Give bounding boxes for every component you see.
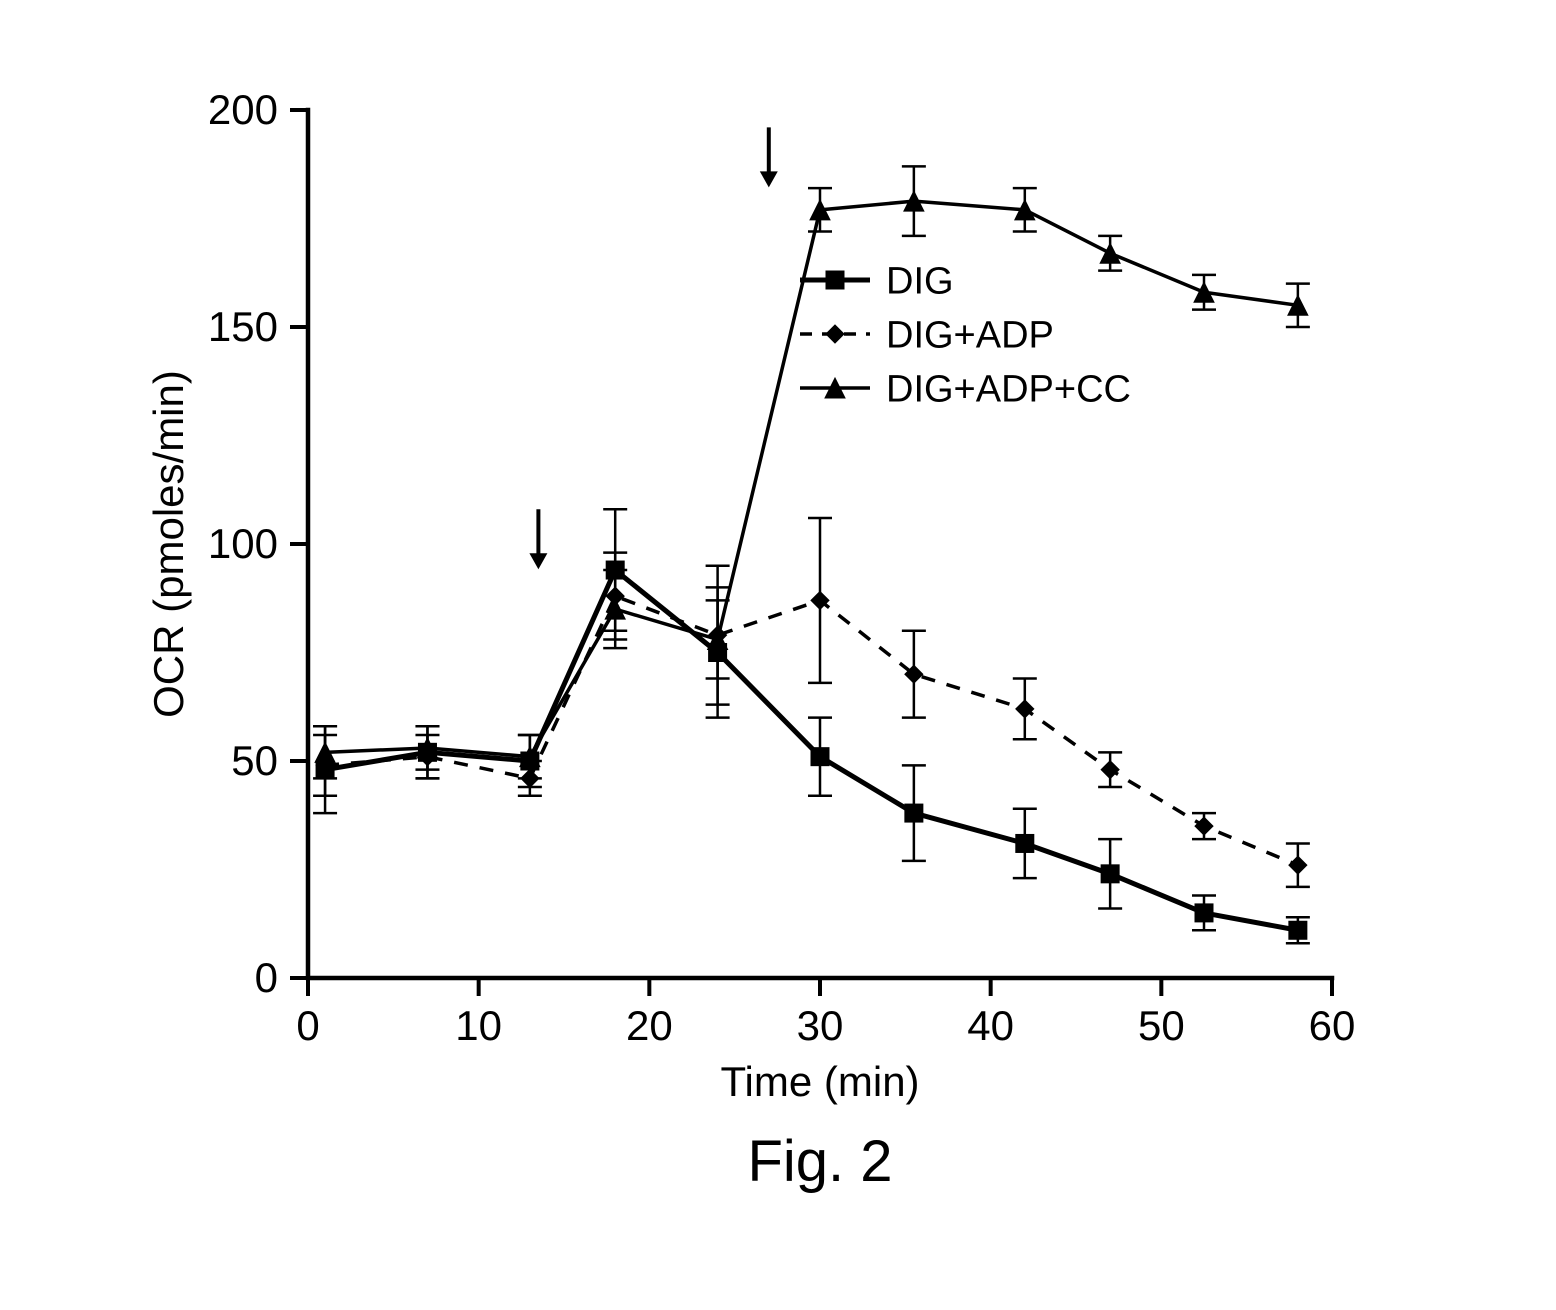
svg-text:30: 30 bbox=[797, 1002, 844, 1049]
svg-text:DIG+ADP+CC: DIG+ADP+CC bbox=[886, 368, 1131, 410]
svg-text:100: 100 bbox=[208, 520, 278, 567]
svg-text:20: 20 bbox=[626, 1002, 673, 1049]
svg-text:OCR (pmoles/min): OCR (pmoles/min) bbox=[145, 370, 192, 718]
svg-text:0: 0 bbox=[296, 1002, 319, 1049]
svg-text:50: 50 bbox=[1138, 1002, 1185, 1049]
svg-text:DIG: DIG bbox=[886, 260, 954, 302]
svg-text:Fig. 2: Fig. 2 bbox=[747, 1129, 892, 1194]
svg-text:150: 150 bbox=[208, 303, 278, 350]
svg-text:DIG+ADP: DIG+ADP bbox=[886, 314, 1054, 356]
svg-text:50: 50 bbox=[231, 737, 278, 784]
svg-text:40: 40 bbox=[967, 1002, 1014, 1049]
svg-text:200: 200 bbox=[208, 86, 278, 133]
chart-svg: 0 10 20 30 40 50 60 0 50 100 150 200 Time (min) OCR (… bbox=[0, 0, 1556, 1310]
svg-text:10: 10 bbox=[455, 1002, 502, 1049]
figure-container: 0 10 20 30 40 50 60 0 50 100 150 200 Time (min) OCR (… bbox=[0, 0, 1556, 1310]
svg-text:60: 60 bbox=[1309, 1002, 1356, 1049]
svg-text:0: 0 bbox=[255, 954, 278, 1001]
svg-text:Time (min): Time (min) bbox=[720, 1058, 919, 1105]
